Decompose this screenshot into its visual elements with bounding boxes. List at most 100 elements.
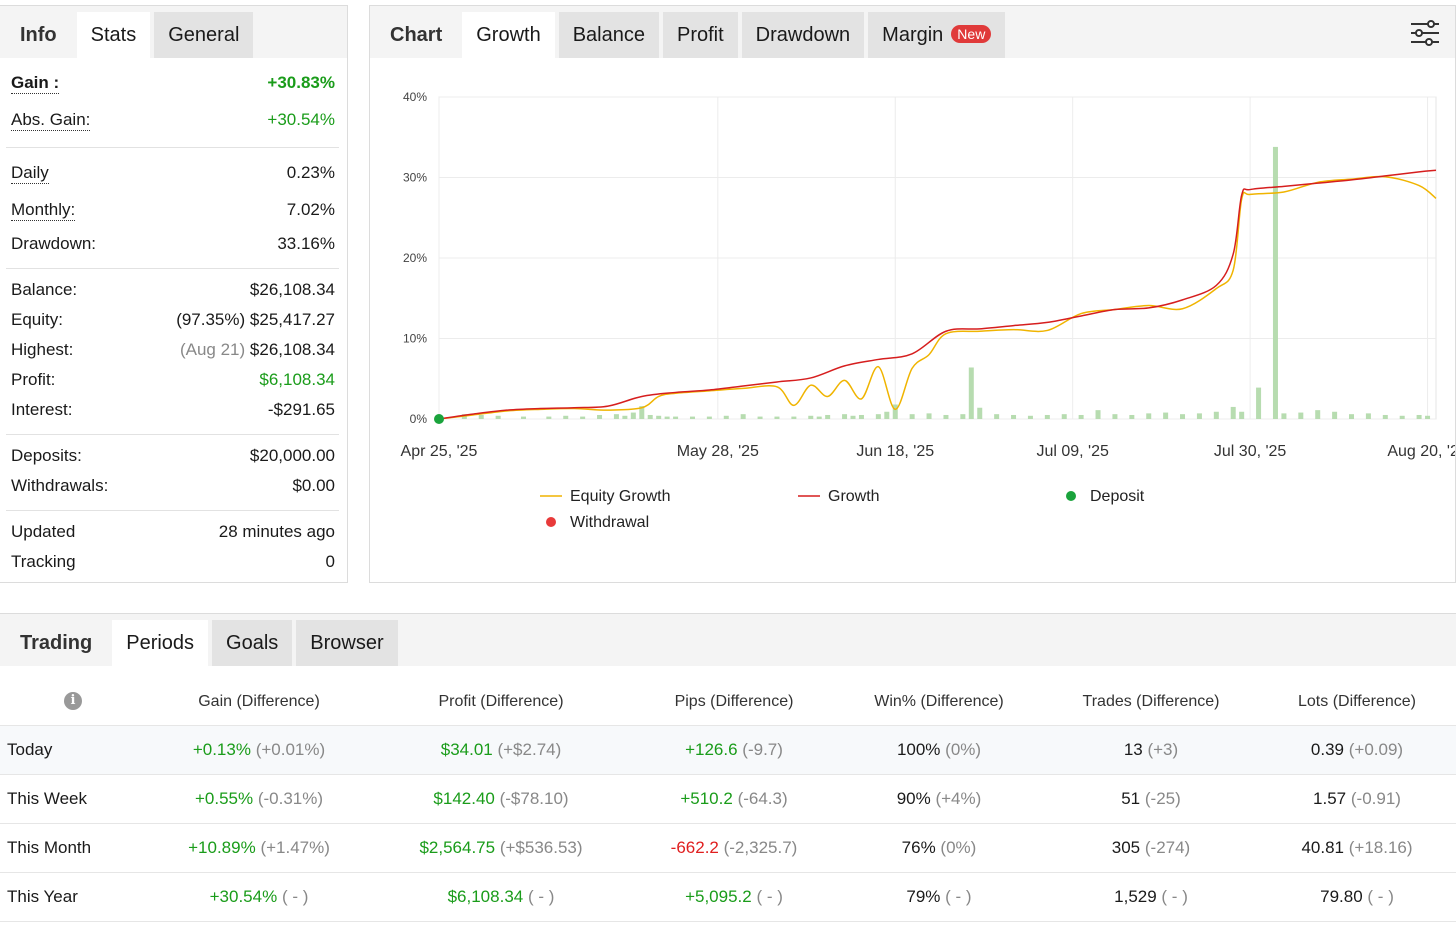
stat-withdrawals: Withdrawals: $0.00 xyxy=(11,471,335,501)
volume-bar xyxy=(1382,414,1388,419)
cell-gain-value: +0.13% xyxy=(192,740,251,759)
x-tick-label: Jun 18, '25 xyxy=(856,443,934,460)
cell-gain-diff: (-0.31%) xyxy=(257,789,324,808)
volume-bar xyxy=(1315,410,1321,419)
x-tick-label: Aug 20, '25 xyxy=(1387,443,1455,460)
tab-chart[interactable]: Chart xyxy=(390,24,443,46)
cell-win-value: 79% xyxy=(906,887,941,906)
tab-browser[interactable]: Browser xyxy=(296,620,398,666)
sliders-icon-svg xyxy=(1411,20,1439,46)
volume-bar xyxy=(656,415,662,419)
period-label: This Year xyxy=(7,887,78,906)
cell-profit-value: $34.01 xyxy=(440,740,493,759)
highest-label: Highest: xyxy=(11,340,74,359)
cell-win: 100% (0%) xyxy=(819,726,1059,774)
col-gain: Gain (Difference) xyxy=(198,693,320,710)
y-tick-label: 40% xyxy=(403,90,427,104)
tab-growth[interactable]: Growth xyxy=(462,12,555,58)
cell-pips-diff: ( - ) xyxy=(756,887,783,906)
tab-general[interactable]: General xyxy=(154,12,254,58)
volume-bar xyxy=(825,414,831,419)
divider xyxy=(6,510,339,511)
volume-bar xyxy=(1281,413,1287,419)
volume-bar xyxy=(563,415,569,419)
cell-win: 79% ( - ) xyxy=(819,873,1059,921)
monthly-label[interactable]: Monthly: xyxy=(11,200,76,221)
y-tick-label: 0% xyxy=(410,412,428,426)
tracking-label: Tracking xyxy=(11,552,76,571)
cell-lots-value: 1.57 xyxy=(1313,789,1347,808)
tab-margin[interactable]: Margin New xyxy=(868,12,1006,58)
cell-lots-diff: (+18.16) xyxy=(1348,838,1413,857)
cell-profit-diff: ( - ) xyxy=(527,887,555,906)
tab-balance[interactable]: Balance xyxy=(558,12,659,58)
cell-win-diff: ( - ) xyxy=(945,887,972,906)
stats-tabbar: Info Stats General xyxy=(0,6,347,58)
cell-gain-diff: (+1.47%) xyxy=(260,838,330,857)
abs-gain-value: +30.54% xyxy=(267,110,335,129)
tab-trading[interactable]: Trading xyxy=(20,632,93,654)
legend-withdrawal: Withdrawal xyxy=(570,514,649,531)
cell-pips-value: -662.2 xyxy=(670,838,719,857)
stat-balance: Balance: $26,108.34 xyxy=(11,275,335,305)
volume-bar xyxy=(926,413,932,419)
cell-gain-value: +10.89% xyxy=(188,838,256,857)
cell-win-value: 76% xyxy=(901,838,936,857)
cell-profit: $142.40 (-$78.10) xyxy=(381,775,621,823)
cell-gain-diff: ( - ) xyxy=(281,887,309,906)
abs-gain-label[interactable]: Abs. Gain: xyxy=(11,110,91,131)
cell-lots-value: 40.81 xyxy=(1301,838,1344,857)
tab-goals[interactable]: Goals xyxy=(212,620,293,666)
cell-lots-diff: (+0.09) xyxy=(1348,740,1404,759)
sliders-icon[interactable] xyxy=(1409,18,1441,48)
volume-bar xyxy=(1027,415,1033,419)
growth-chart: 40% 30% 20% 10% 0% Apr 25, '25 May 28, '25 Jun … xyxy=(401,90,1455,531)
volume-bar xyxy=(1129,414,1135,419)
volume-bar xyxy=(1349,414,1355,419)
cell-lots-diff: (-0.91) xyxy=(1350,789,1401,808)
stat-updated: Updated 28 minutes ago xyxy=(11,517,335,547)
col-win: Win% (Difference) xyxy=(874,693,1004,710)
tab-stats[interactable]: Stats xyxy=(76,12,151,58)
cell-win: 90% (+4%) xyxy=(819,775,1059,823)
info-icon[interactable]: i xyxy=(64,692,82,710)
cell-gain-diff: (+0.01%) xyxy=(255,740,326,759)
stat-profit: Profit: $6,108.34 xyxy=(11,365,335,395)
tab-drawdown[interactable]: Drawdown xyxy=(741,12,865,58)
growth-line xyxy=(438,169,1437,420)
volume-bar xyxy=(884,411,890,419)
stat-highest: Highest: (Aug 21) $26,108.34 xyxy=(11,335,335,365)
volume-bar xyxy=(1044,414,1050,419)
table-bottom-border xyxy=(0,921,1456,922)
cell-gain-value: +30.54% xyxy=(209,887,278,906)
cell-win: 76% (0%) xyxy=(819,824,1059,872)
cell-trades-value: 51 xyxy=(1121,789,1141,808)
cell-pips: +510.2 (-64.3) xyxy=(614,775,854,823)
highest-note: (Aug 21) xyxy=(179,340,246,359)
equity-note: (97.35%) xyxy=(176,310,246,329)
deposit-point xyxy=(434,414,444,424)
cell-pips-diff: (-2,325.7) xyxy=(723,838,798,857)
y-tick-label: 10% xyxy=(403,332,427,346)
volume-bar xyxy=(842,414,848,419)
cell-pips: -662.2 (-2,325.7) xyxy=(614,824,854,872)
stat-tracking: Tracking 0 xyxy=(11,547,335,577)
cell-win-value: 100% xyxy=(896,740,941,759)
volume-bar xyxy=(706,416,712,419)
y-tick-label: 30% xyxy=(403,171,427,185)
tab-periods[interactable]: Periods xyxy=(112,620,209,666)
volume-bar xyxy=(613,414,619,419)
equity-growth-line xyxy=(438,175,1437,420)
col-lots: Lots (Difference) xyxy=(1298,693,1416,710)
daily-label[interactable]: Daily xyxy=(11,163,49,184)
tab-info[interactable]: Info xyxy=(20,24,57,46)
deposits-value: $20,000.00 xyxy=(249,446,335,465)
legend-withdrawal-swatch xyxy=(546,517,556,527)
cell-trades-diff: (+3) xyxy=(1147,740,1179,759)
cell-trades-value: 13 xyxy=(1123,740,1143,759)
volume-bar xyxy=(943,414,949,419)
volume-bar xyxy=(791,416,797,419)
gain-label[interactable]: Gain : xyxy=(11,73,60,94)
tab-profit[interactable]: Profit xyxy=(662,12,738,58)
equity-value: $25,417.27 xyxy=(249,310,335,329)
